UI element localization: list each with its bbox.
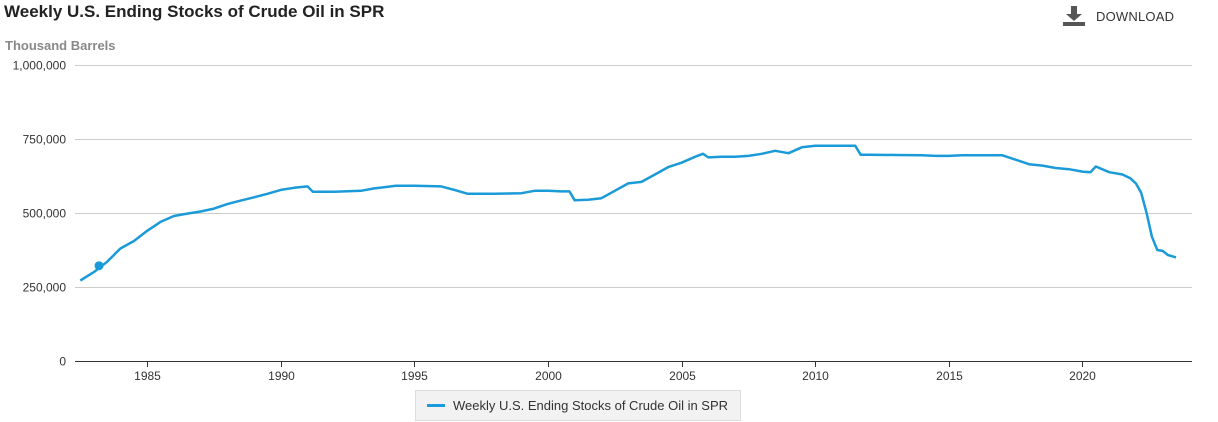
x-tick-label: 2020: [1069, 369, 1096, 383]
legend-item[interactable]: Weekly U.S. Ending Stocks of Crude Oil i…: [415, 390, 742, 421]
x-tick-label: 1985: [134, 369, 161, 383]
x-tick-label: 1995: [401, 369, 428, 383]
legend-swatch: [427, 404, 445, 407]
download-label: DOWNLOAD: [1096, 8, 1175, 24]
x-tick-label: 1990: [268, 369, 295, 383]
chart-title: Weekly U.S. Ending Stocks of Crude Oil i…: [4, 2, 385, 21]
x-tick-label: 2010: [802, 369, 829, 383]
legend-label: Weekly U.S. Ending Stocks of Crude Oil i…: [453, 398, 729, 413]
x-tick-label: 2005: [669, 369, 696, 383]
units-label: Thousand Barrels: [5, 38, 116, 53]
y-tick-label: 1,000,000: [13, 59, 67, 73]
x-tick-label: 2015: [936, 369, 963, 383]
y-tick-label: 500,000: [23, 207, 67, 221]
download-icon: [1063, 6, 1085, 26]
y-tick-label: 0: [59, 355, 66, 369]
series-line: [79, 144, 1177, 282]
data-point-marker: [94, 261, 104, 271]
x-tick-label: 2000: [535, 369, 562, 383]
download-button[interactable]: DOWNLOAD: [1063, 6, 1174, 26]
y-tick-label: 750,000: [23, 133, 67, 147]
y-tick-label: 250,000: [23, 281, 67, 295]
